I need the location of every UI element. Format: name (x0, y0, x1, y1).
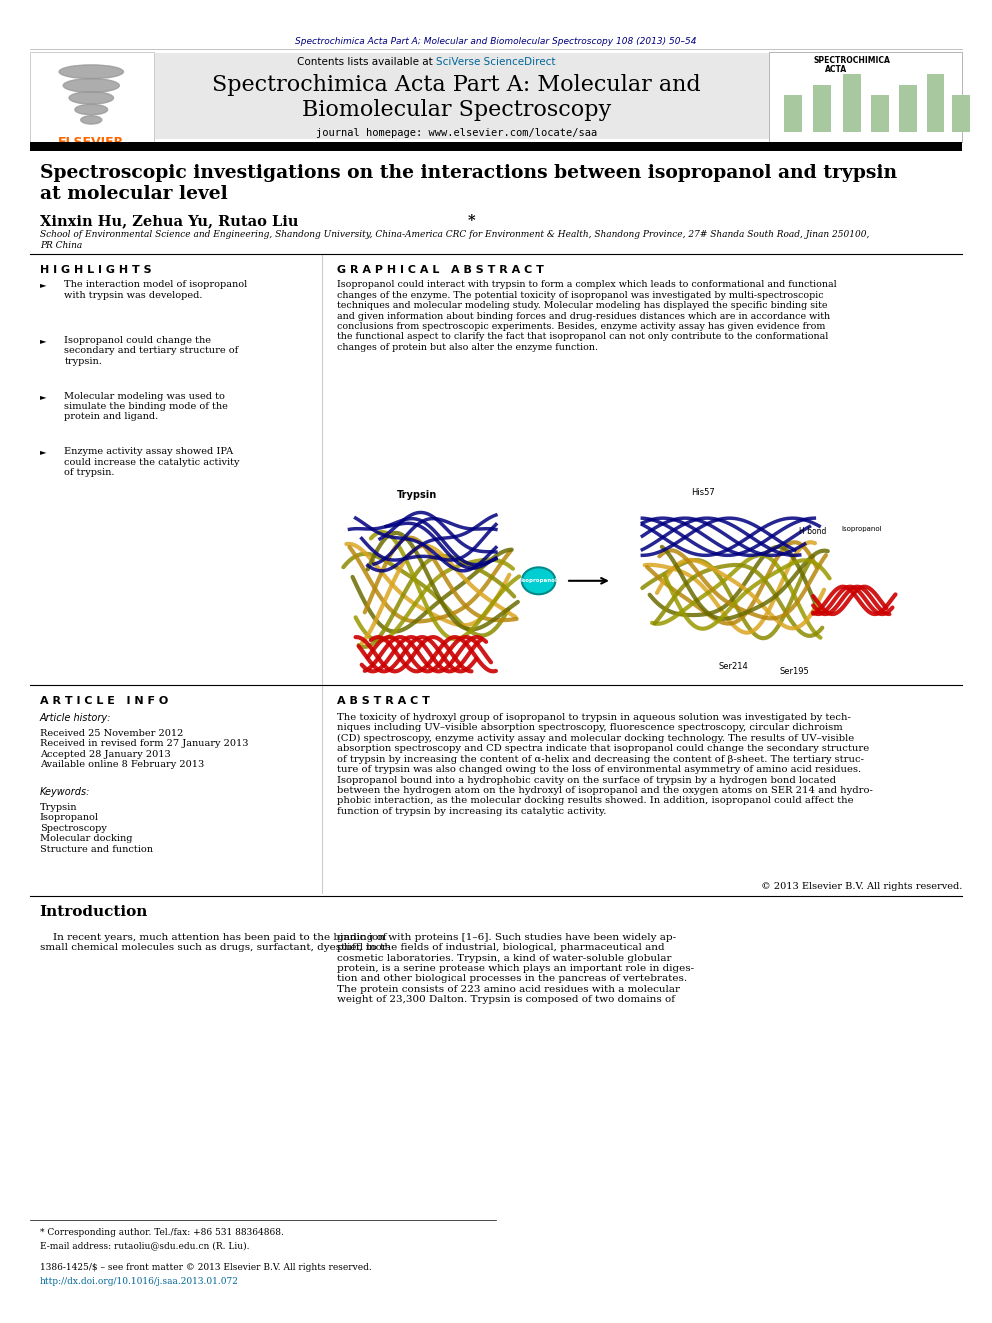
FancyBboxPatch shape (871, 95, 889, 132)
Text: * Corresponding author. Tel./fax: +86 531 88364868.: * Corresponding author. Tel./fax: +86 53… (40, 1228, 284, 1237)
Text: ganic ion with proteins [1–6]. Such studies have been widely ap-
plied to the fi: ganic ion with proteins [1–6]. Such stud… (337, 933, 694, 1004)
Text: Isopropanol: Isopropanol (841, 525, 882, 532)
Text: In recent years, much attention has been paid to the binding of
small chemical m: In recent years, much attention has been… (40, 933, 390, 953)
Text: Xinxin Hu, Zehua Yu, Rutao Liu: Xinxin Hu, Zehua Yu, Rutao Liu (40, 214, 304, 229)
Text: Isopropanol could change the
secondary and tertiary structure of
trypsin.: Isopropanol could change the secondary a… (64, 336, 239, 366)
Text: SciVerse ScienceDirect: SciVerse ScienceDirect (436, 57, 556, 67)
FancyBboxPatch shape (899, 85, 917, 132)
Text: ►: ► (40, 280, 47, 290)
Ellipse shape (60, 65, 123, 78)
Text: 1386-1425/$ – see front matter © 2013 Elsevier B.V. All rights reserved.: 1386-1425/$ – see front matter © 2013 El… (40, 1263, 371, 1273)
Text: Trypsin: Trypsin (397, 491, 436, 500)
Text: Molecular modeling was used to
simulate the binding mode of the
protein and liga: Molecular modeling was used to simulate … (64, 392, 228, 422)
Text: © 2013 Elsevier B.V. All rights reserved.: © 2013 Elsevier B.V. All rights reserved… (761, 882, 962, 892)
Text: H bond: H bond (800, 527, 826, 536)
Text: H I G H L I G H T S: H I G H L I G H T S (40, 265, 152, 275)
Text: Spectrochimica Acta Part A: Molecular and
Biomolecular Spectroscopy: Spectrochimica Acta Part A: Molecular an… (212, 74, 700, 122)
Ellipse shape (69, 91, 113, 105)
Text: The toxicity of hydroxyl group of isopropanol to trypsin in aqueous solution was: The toxicity of hydroxyl group of isopro… (337, 713, 873, 816)
Text: Spectroscopic investigations on the interactions between isopropanol and trypsin: Spectroscopic investigations on the inte… (40, 164, 897, 202)
Ellipse shape (74, 105, 108, 115)
Text: Contents lists available at: Contents lists available at (298, 57, 436, 67)
Text: ►: ► (40, 447, 47, 456)
Text: Ser195: Ser195 (780, 667, 809, 676)
Text: Introduction: Introduction (40, 905, 148, 919)
Text: The interaction model of isopropanol
with trypsin was developed.: The interaction model of isopropanol wit… (64, 280, 248, 300)
Text: A B S T R A C T: A B S T R A C T (337, 696, 431, 706)
FancyBboxPatch shape (30, 142, 962, 151)
Text: His57: His57 (691, 488, 715, 497)
Text: School of Environmental Science and Engineering, Shandong University, China-Amer: School of Environmental Science and Engi… (40, 230, 869, 250)
Ellipse shape (63, 78, 119, 93)
Text: A R T I C L E   I N F O: A R T I C L E I N F O (40, 696, 168, 706)
Text: ►: ► (40, 392, 47, 401)
Text: *: * (467, 214, 475, 229)
Text: ►: ► (40, 336, 47, 345)
FancyBboxPatch shape (30, 52, 154, 142)
Text: Ser214: Ser214 (719, 663, 749, 671)
Text: SPECTROCHIMICA: SPECTROCHIMICA (813, 56, 890, 65)
Text: ACTA: ACTA (825, 65, 847, 74)
Text: Keywords:: Keywords: (40, 787, 90, 798)
Text: Enzyme activity assay showed IPA
could increase the catalytic activity
of trypsi: Enzyme activity assay showed IPA could i… (64, 447, 240, 478)
Text: E-mail address: rutaoliu@sdu.edu.cn (R. Liu).: E-mail address: rutaoliu@sdu.edu.cn (R. … (40, 1241, 249, 1250)
Text: ELSEVIER: ELSEVIER (59, 136, 124, 149)
Text: Isopropanol: Isopropanol (520, 578, 558, 583)
Text: G R A P H I C A L   A B S T R A C T: G R A P H I C A L A B S T R A C T (337, 265, 545, 275)
Text: Trypsin
Isopropanol
Spectroscopy
Molecular docking
Structure and function: Trypsin Isopropanol Spectroscopy Molecul… (40, 803, 153, 853)
Text: Article history:: Article history: (40, 713, 111, 724)
FancyBboxPatch shape (769, 52, 962, 142)
FancyBboxPatch shape (927, 74, 944, 132)
Text: Spectrochimica Acta Part A; Molecular and Biomolecular Spectroscopy 108 (2013) 5: Spectrochimica Acta Part A; Molecular an… (296, 37, 696, 46)
FancyBboxPatch shape (843, 74, 861, 132)
Text: journal homepage: www.elsevier.com/locate/saa: journal homepage: www.elsevier.com/locat… (315, 128, 597, 139)
FancyBboxPatch shape (813, 85, 831, 132)
Text: http://dx.doi.org/10.1016/j.saa.2013.01.072: http://dx.doi.org/10.1016/j.saa.2013.01.… (40, 1277, 238, 1286)
Text: Received 25 November 2012
Received in revised form 27 January 2013
Accepted 28 J: Received 25 November 2012 Received in re… (40, 729, 248, 769)
FancyBboxPatch shape (952, 95, 970, 132)
Text: Isopropanol could interact with trypsin to form a complex which leads to conform: Isopropanol could interact with trypsin … (337, 280, 837, 352)
FancyBboxPatch shape (154, 53, 769, 139)
FancyBboxPatch shape (784, 95, 802, 132)
Ellipse shape (80, 116, 102, 124)
Ellipse shape (522, 568, 556, 594)
